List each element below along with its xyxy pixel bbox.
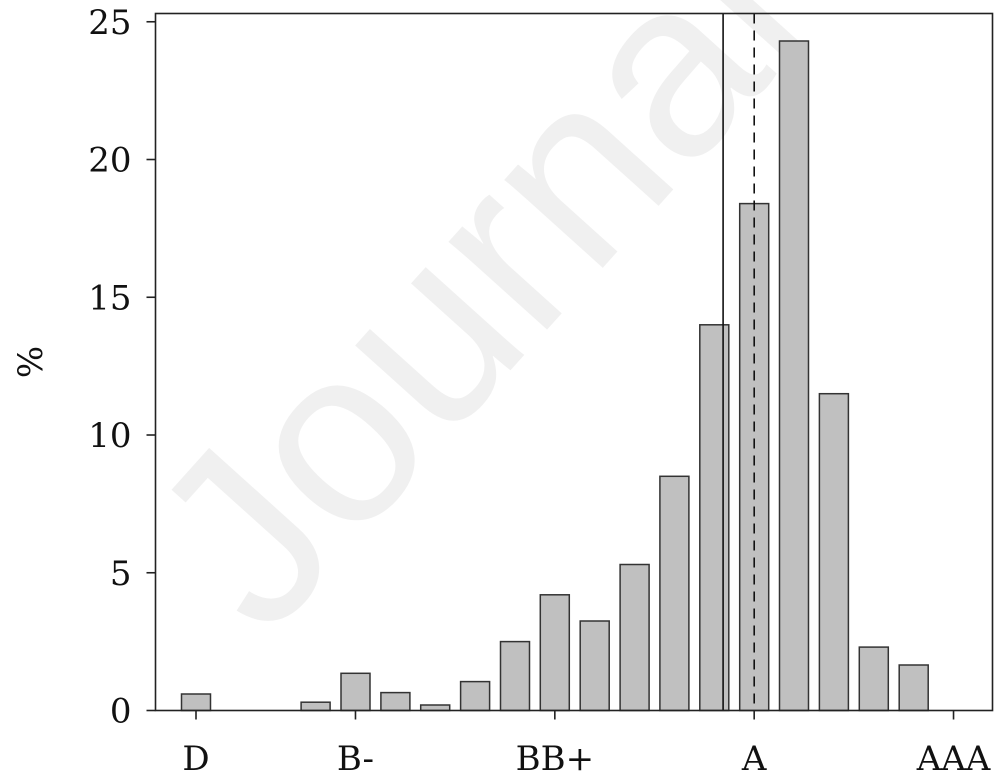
- y-tick-label: 5: [110, 554, 132, 594]
- x-tick-label: D: [182, 739, 209, 778]
- x-tick-label: A: [741, 739, 767, 778]
- bar-AA-: [818, 392, 850, 712]
- x-tick-label: B-: [337, 739, 374, 778]
- x-axis: D B- BB+ A AAA: [182, 710, 991, 778]
- bar-B+: [419, 704, 451, 712]
- y-tick-label: 20: [88, 141, 131, 181]
- y-axis: 0 5 10 15 20 25: [88, 3, 156, 732]
- y-tick-label: 25: [88, 3, 131, 43]
- bar-BB: [499, 640, 531, 712]
- bar-B: [380, 691, 411, 712]
- x-tick-label: AAA: [916, 739, 991, 778]
- bar-D: [180, 693, 212, 712]
- bar-BBB-: [579, 620, 610, 712]
- y-tick-label: 10: [88, 416, 131, 456]
- bar-AA: [858, 646, 890, 712]
- x-tick-label: BB+: [516, 739, 594, 778]
- bar-BB-: [459, 680, 491, 712]
- bar-BBB+: [659, 475, 690, 712]
- bar-A-: [699, 324, 730, 712]
- bar-CCC: [300, 701, 331, 712]
- plot-frame: [154, 12, 994, 712]
- bar-B-: [340, 672, 371, 712]
- y-axis-label: %: [11, 346, 51, 378]
- reference-lines: [722, 13, 756, 711]
- bar-BB+: [539, 594, 571, 712]
- y-tick-label: 15: [88, 278, 131, 318]
- y-tick-label: 0: [110, 692, 132, 732]
- bar-BBB: [619, 563, 650, 712]
- bar-AA+: [898, 664, 929, 712]
- bar-A+: [778, 40, 810, 712]
- watermark: Journal Pre-proof: [98, 0, 1005, 678]
